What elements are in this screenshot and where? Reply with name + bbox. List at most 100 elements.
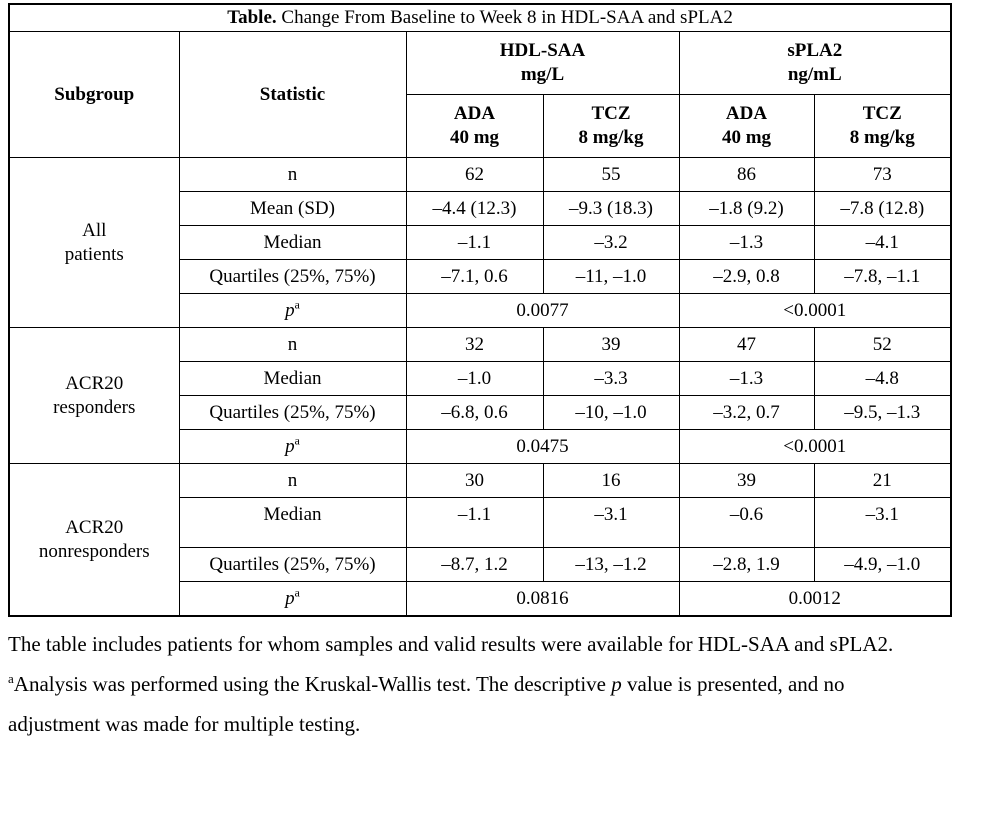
table-title-text: Change From Baseline to Week 8 in HDL-SA… (276, 7, 733, 29)
table-row-p: pa 0.0816 0.0012 (9, 581, 952, 617)
p-superscript: a (294, 434, 300, 448)
value-cell: –3.1 (813, 497, 952, 548)
value-cell: 86 (678, 157, 815, 192)
table-row-p: pa 0.0475 <0.0001 (9, 429, 952, 464)
arm-dose: 8 mg/kg (849, 127, 915, 148)
value-cell: –7.8 (12.8) (813, 191, 952, 226)
column-header-tcz-spla2: TCZ 8 mg/kg (813, 94, 952, 158)
p-label: p (285, 587, 295, 609)
footnote-text-pre: Analysis was performed using the Kruskal… (13, 672, 612, 696)
footnotes: The table includes patients for whom sam… (8, 624, 918, 744)
value-cell: 47 (678, 327, 815, 362)
value-cell: 21 (813, 463, 952, 498)
statistic-cell: Quartiles (25%, 75%) (178, 395, 407, 430)
footnote-p-italic: p (611, 672, 622, 696)
value-cell: –1.0 (405, 361, 544, 396)
column-header-hdl-saa: HDL-SAA mg/L (405, 31, 680, 95)
statistic-cell: n (178, 327, 407, 362)
value-cell: –1.1 (405, 225, 544, 260)
p-superscript: a (294, 298, 300, 312)
value-cell: –3.2 (542, 225, 680, 260)
value-cell: –0.6 (678, 497, 815, 548)
value-cell: –2.8, 1.9 (678, 547, 815, 582)
column-header-ada-hdl: ADA 40 mg (405, 94, 544, 158)
table-title-label: Table. (227, 7, 277, 29)
statistic-cell: n (178, 157, 407, 192)
value-cell: –4.4 (12.3) (405, 191, 544, 226)
value-cell: –10, –1.0 (542, 395, 680, 430)
statistic-cell: Quartiles (25%, 75%) (178, 547, 407, 582)
value-cell: –4.1 (813, 225, 952, 260)
p-label: p (285, 435, 295, 457)
statistic-cell: Quartiles (25%, 75%) (178, 259, 407, 294)
arm-drug: ADA (725, 103, 768, 125)
table-title: Table. Change From Baseline to Week 8 in… (8, 3, 952, 32)
subgroup-cell-acr20-responders: ACR20 responders (8, 327, 180, 464)
statistic-cell: n (178, 463, 407, 498)
header-row-groups: Subgroup Statistic HDL-SAA mg/L sPLA2 ng… (8, 31, 952, 158)
value-cell: –9.5, –1.3 (813, 395, 952, 430)
statistic-cell-p: pa (178, 293, 407, 328)
table-row: ACR20 nonresponders n 30 16 39 21 (8, 463, 952, 617)
group-name: sPLA2 (787, 40, 843, 62)
value-cell: –4.9, –1.0 (813, 547, 952, 582)
footnote-inclusion: The table includes patients for whom sam… (8, 632, 894, 656)
table-row: Median –1.1 –3.2 –1.3 –4.1 (9, 225, 952, 260)
value-cell: 39 (542, 327, 680, 362)
statistic-cell-p: pa (178, 581, 407, 617)
arm-drug: TCZ (591, 103, 631, 125)
table-row: Quartiles (25%, 75%) –8.7, 1.2 –13, –1.2… (9, 547, 952, 582)
statistic-cell: Median (178, 497, 407, 548)
value-cell: –1.3 (678, 361, 815, 396)
footnote-superscript: a (8, 671, 14, 686)
column-header-tcz-hdl: TCZ 8 mg/kg (542, 94, 680, 158)
value-cell: –9.3 (18.3) (542, 191, 680, 226)
value-cell: –8.7, 1.2 (405, 547, 544, 582)
value-cell: –6.8, 0.6 (405, 395, 544, 430)
results-table: Table. Change From Baseline to Week 8 in… (8, 3, 953, 617)
group-unit: ng/mL (787, 64, 842, 85)
header-row-arms: ADA 40 mg TCZ 8 mg/kg ADA 40 mg TCZ 8 mg… (9, 94, 952, 158)
value-cell: –3.2, 0.7 (678, 395, 815, 430)
table-row: Quartiles (25%, 75%) –6.8, 0.6 –10, –1.0… (9, 395, 952, 430)
column-header-spla2: sPLA2 ng/mL (678, 31, 952, 95)
value-cell: –1.3 (678, 225, 815, 260)
column-header-ada-spla2: ADA 40 mg (678, 94, 815, 158)
subgroup-cell-all-patients: All patients (8, 157, 180, 328)
arm-drug: TCZ (862, 103, 902, 125)
value-cell: 52 (813, 327, 952, 362)
table-row: All patients n 62 55 86 73 (8, 157, 952, 328)
statistic-cell: Median (178, 361, 407, 396)
value-cell: 73 (813, 157, 952, 192)
value-cell: –11, –1.0 (542, 259, 680, 294)
p-value-cell: 0.0077 (405, 293, 680, 328)
value-cell: 32 (405, 327, 544, 362)
column-header-statistic: Statistic (178, 31, 407, 158)
value-cell: –3.3 (542, 361, 680, 396)
value-cell: –13, –1.2 (542, 547, 680, 582)
table-row: Median –1.1 –3.1 –0.6 –3.1 (9, 497, 952, 548)
table-row: Mean (SD) –4.4 (12.3) –9.3 (18.3) –1.8 (… (9, 191, 952, 226)
p-value-cell: 0.0475 (405, 429, 680, 464)
column-header-subgroup: Subgroup (8, 31, 180, 158)
group-name: HDL-SAA (499, 40, 586, 62)
value-cell: –1.8 (9.2) (678, 191, 815, 226)
p-value-cell: <0.0001 (678, 293, 952, 328)
value-cell: 39 (678, 463, 815, 498)
value-cell: 62 (405, 157, 544, 192)
subgroup-cell-acr20-nonresponders: ACR20 nonresponders (8, 463, 180, 617)
footnote-analysis: aAnalysis was performed using the Kruska… (8, 664, 918, 744)
value-cell: –7.8, –1.1 (813, 259, 952, 294)
group-unit: mg/L (520, 64, 565, 85)
arm-drug: ADA (453, 103, 496, 125)
footnote-text-post: value is presented, and no adjustment wa… (8, 672, 845, 736)
value-cell: 55 (542, 157, 680, 192)
p-label: p (285, 299, 295, 321)
value-cell: –7.1, 0.6 (405, 259, 544, 294)
value-cell: –2.9, 0.8 (678, 259, 815, 294)
arm-dose: 40 mg (449, 127, 500, 148)
title-row: Table. Change From Baseline to Week 8 in… (8, 3, 952, 32)
statistic-cell: Median (178, 225, 407, 260)
table-row: Quartiles (25%, 75%) –7.1, 0.6 –11, –1.0… (9, 259, 952, 294)
